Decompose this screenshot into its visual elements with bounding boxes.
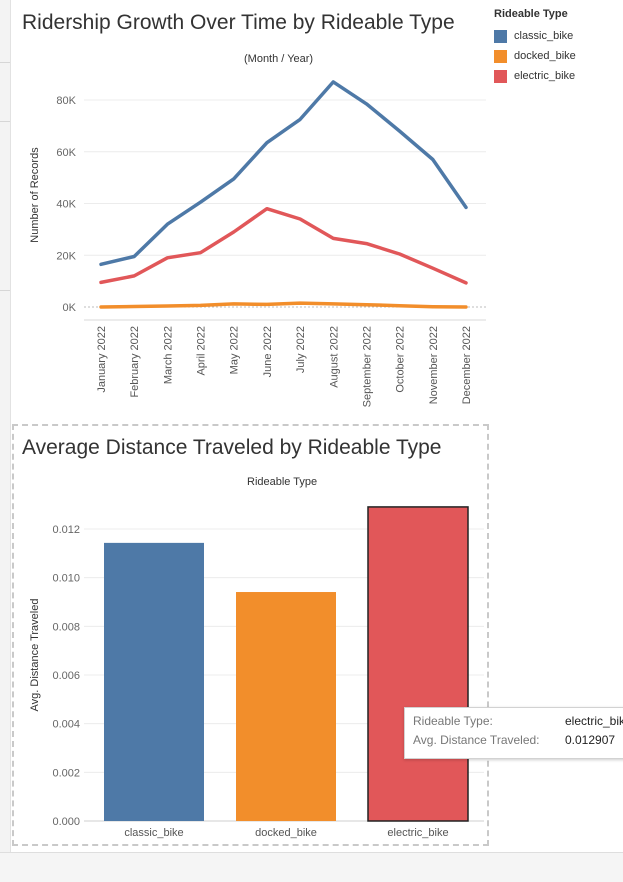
legend-swatch [494,49,507,63]
divider [0,121,10,122]
legend-label: electric_bike [514,70,576,82]
bar-electric-bike [367,506,469,822]
bar-chart-title: Average Distance Traveled by Rideable Ty… [22,436,442,459]
series-line-docked-bike [99,301,468,309]
legend-label: docked_bike [514,50,576,62]
legend-label: classic_bike [514,30,574,42]
x-tick-label: November 2022 [428,326,440,404]
bottom-bar [0,852,623,882]
y-tick-label: 0K [63,302,77,314]
tooltip-label: Avg. Distance Traveled: [413,733,540,747]
line-chart-subtitle: (Month / Year) [244,53,314,65]
y-tick-label: 20K [56,250,76,262]
line-chart-y-axis-label: Number of Records [29,147,41,243]
y-tick-label: 0.002 [52,767,80,779]
bar-classic-bike [104,542,204,821]
y-tick-label: 40K [56,199,76,211]
divider [0,62,10,63]
tooltip-label: Rideable Type: [413,714,493,728]
legend: Rideable Type classic_bike docked_bike e… [494,8,576,86]
x-tick-label: April 2022 [196,326,208,376]
x-tick-label: March 2022 [162,326,174,384]
y-tick-label: 60K [56,147,76,159]
y-tick-label: 0.012 [52,524,80,536]
legend-item-docked-bike[interactable]: docked_bike [494,46,576,66]
x-tick-label: September 2022 [361,326,373,407]
x-tick-label: January 2022 [96,326,108,393]
y-tick-label: 80K [56,95,76,107]
x-tick-label: July 2022 [295,326,307,373]
tooltip: Rideable Type: electric_bike Avg. Distanc… [404,707,623,759]
x-tick-label: docked_bike [255,827,317,839]
legend-swatch [494,29,507,43]
x-tick-label: December 2022 [461,326,473,404]
legend-swatch [494,69,507,83]
y-tick-label: 0.006 [52,670,80,682]
bar-chart-y-axis-label: Avg. Distance Traveled [29,599,41,712]
x-tick-label: October 2022 [395,326,407,393]
line-chart[interactable]: Number of Records 0K 20K 40K 60K 80K January … [0,0,623,420]
y-tick-label: 0.008 [52,621,80,633]
line-chart-title: Ridership Growth Over Time by Rideable T… [22,11,455,34]
y-tick-label: 0.010 [52,573,80,585]
x-tick-label: classic_bike [124,827,183,839]
divider [0,290,10,291]
tooltip-value: 0.012907 [565,733,616,747]
series-line-classic-bike [99,80,468,267]
x-tick-label: May 2022 [229,326,241,374]
legend-item-classic-bike[interactable]: classic_bike [494,26,576,46]
y-tick-label: 0.000 [52,816,80,828]
y-tick-label: 0.004 [52,719,80,731]
x-tick-label: electric_bike [387,827,448,839]
legend-item-electric-bike[interactable]: electric_bike [494,66,576,86]
bar-chart-subtitle: Rideable Type [247,476,318,488]
x-tick-label: February 2022 [129,326,141,398]
tooltip-value: electric_bike [565,714,623,728]
x-tick-label: June 2022 [262,326,274,377]
bar-docked-bike [236,592,336,821]
bar-chart-panel[interactable] [12,424,489,846]
series-line-electric-bike [99,206,468,285]
x-tick-label: August 2022 [328,326,340,388]
left-panel-edge [0,0,11,881]
legend-title: Rideable Type [494,8,568,20]
